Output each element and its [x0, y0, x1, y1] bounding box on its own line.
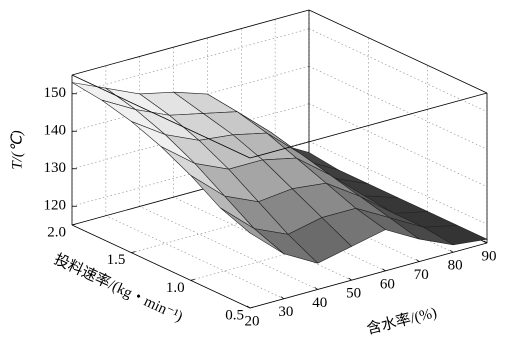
box-edge — [249, 242, 488, 309]
tick-mark — [449, 249, 454, 253]
x-tick-label: 60 — [380, 276, 395, 292]
grid-line — [71, 28, 310, 95]
tick-mark — [190, 278, 195, 281]
x-axis-title: 含水率/(%) — [365, 304, 439, 338]
grid-line — [308, 65, 488, 150]
box-edge — [71, 74, 251, 159]
grid-line — [71, 103, 310, 170]
y-tick-label: 1.0 — [166, 280, 185, 296]
tick-mark — [382, 268, 386, 272]
tick-mark — [348, 277, 352, 281]
grid-line — [207, 187, 386, 272]
grid-line — [308, 103, 488, 188]
x-tick-label: 30 — [278, 304, 293, 320]
y-tick-label: 1.5 — [107, 252, 126, 268]
tick-mark — [314, 287, 318, 290]
surface-face — [220, 207, 285, 254]
z-tick-label: 120 — [44, 198, 67, 214]
y-tick-label: 2.0 — [47, 224, 66, 240]
x-tick-label: 20 — [245, 313, 260, 329]
z-tick-label: 150 — [44, 85, 67, 101]
grid-line — [71, 65, 310, 132]
tick-mark — [280, 296, 285, 300]
x-tick-label: 90 — [482, 248, 497, 264]
z-tick-label: 130 — [44, 160, 67, 176]
tick-mark — [131, 251, 136, 254]
tick-mark — [71, 223, 77, 226]
y-tick-label: 0.5 — [225, 307, 244, 323]
box-edge — [308, 9, 488, 94]
z-axis-title: T/(℃) — [9, 130, 25, 169]
grid-line — [139, 206, 318, 290]
x-tick-label: 80 — [448, 258, 463, 274]
tick-mark — [416, 259, 420, 262]
x-tick-label: 50 — [346, 286, 361, 302]
box-edge — [71, 224, 251, 309]
tick-mark — [249, 306, 255, 309]
box-edge — [71, 9, 310, 76]
grid-line — [105, 215, 284, 299]
grid-line — [173, 196, 352, 281]
grid-line — [241, 178, 420, 262]
x-tick-label: 70 — [414, 267, 429, 283]
x-tick-label: 40 — [312, 295, 327, 311]
tick-mark — [483, 240, 488, 244]
tick-mark — [246, 305, 251, 309]
grid-line — [308, 28, 488, 113]
box-edge — [249, 92, 488, 159]
grid-line — [308, 140, 488, 225]
z-tick-label: 140 — [44, 123, 67, 139]
